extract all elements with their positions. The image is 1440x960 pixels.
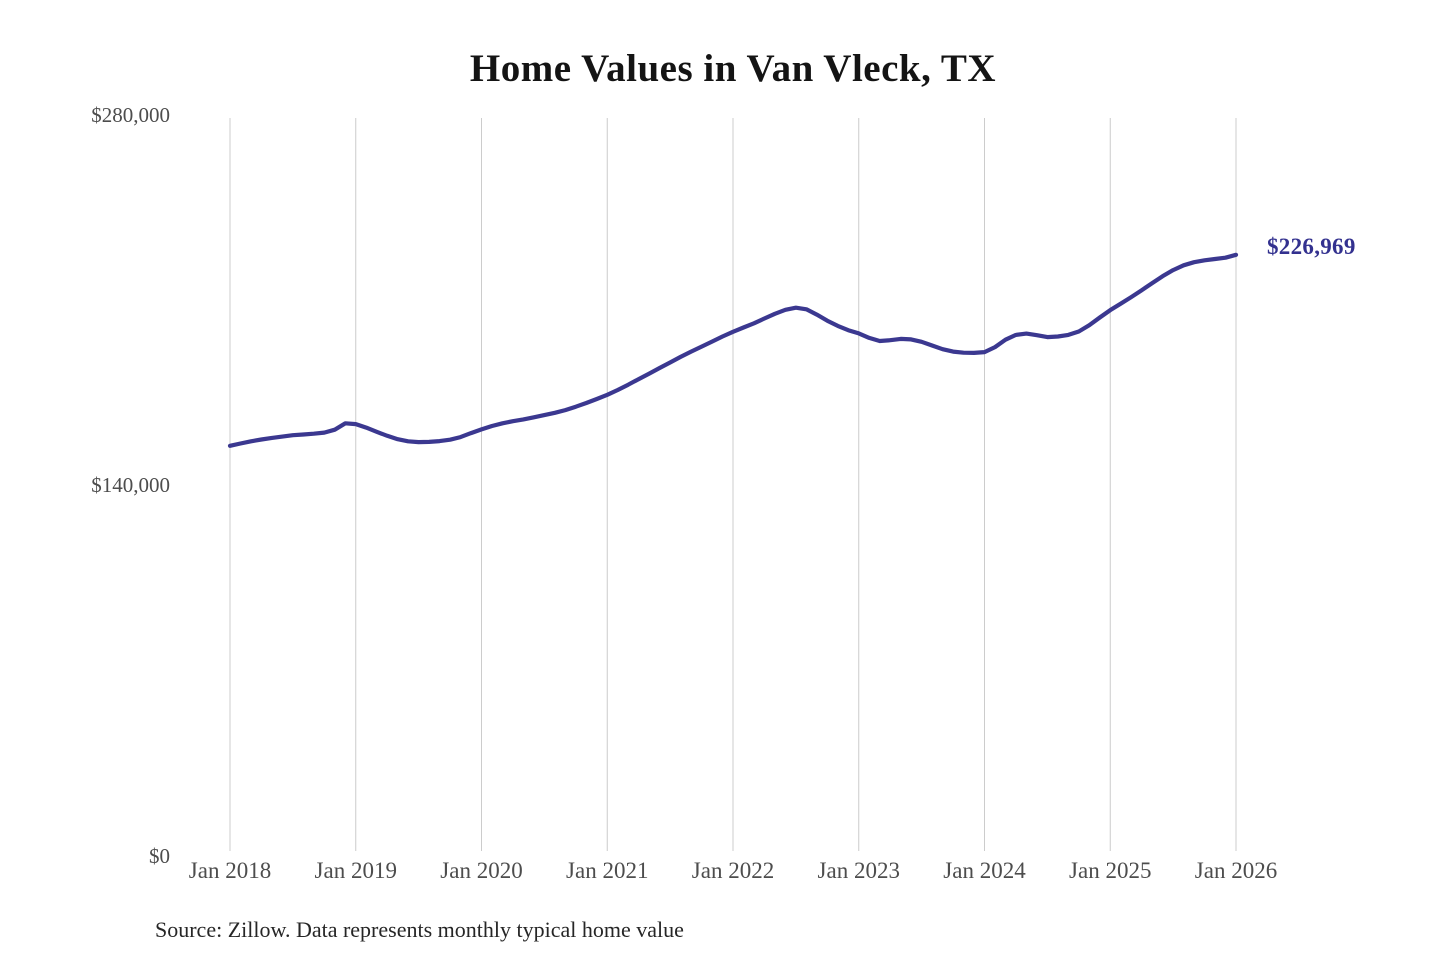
source-note: Source: Zillow. Data represents monthly …	[155, 917, 684, 942]
x-tick-label: Jan 2020	[440, 858, 523, 883]
x-tick-label: Jan 2023	[817, 858, 900, 883]
x-tick-label: Jan 2024	[943, 858, 1026, 883]
x-tick-label: Jan 2021	[566, 858, 649, 883]
y-tick-label: $280,000	[91, 102, 170, 127]
y-tick-label: $0	[149, 843, 170, 868]
x-tick-label: Jan 2025	[1069, 858, 1152, 883]
home-value-series-line	[227, 252, 1239, 448]
y-tick-label: $140,000	[91, 473, 170, 497]
x-tick-label: Jan 2022	[691, 858, 775, 883]
x-tick-label: Jan 2019	[314, 858, 397, 883]
chart-title: Home Values in Van Vleck, TX	[469, 47, 997, 90]
vertical-gridlines	[229, 118, 1237, 851]
x-tick-label: Jan 2018	[188, 858, 272, 883]
x-tick-label: Jan 2026	[1194, 858, 1278, 883]
latest-value-label: $226,969	[1267, 233, 1356, 259]
